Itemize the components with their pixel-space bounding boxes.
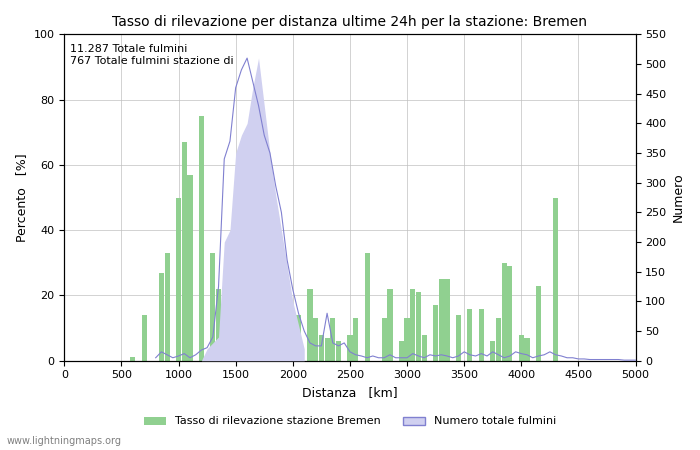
Bar (233, 335, 238, 361)
Text: www.lightningmaps.org: www.lightningmaps.org (7, 436, 122, 446)
Bar (130, 357, 135, 361)
Bar (421, 335, 427, 361)
Bar (439, 279, 444, 361)
Bar (519, 335, 524, 361)
Bar (353, 318, 358, 361)
Title: Tasso di rilevazione per distanza ultime 24h per la stazione: Bremen: Tasso di rilevazione per distanza ultime… (113, 15, 587, 29)
Bar (244, 318, 250, 361)
X-axis label: Distanza   [km]: Distanza [km] (302, 386, 398, 399)
Bar (536, 286, 541, 361)
Bar (433, 305, 438, 361)
Bar (468, 309, 472, 361)
Bar (553, 198, 558, 361)
Bar (228, 338, 232, 361)
Bar (250, 322, 255, 361)
Bar (284, 338, 290, 361)
Bar (347, 335, 353, 361)
Bar (164, 253, 169, 361)
Bar (216, 289, 221, 361)
Bar (296, 315, 301, 361)
Bar (313, 318, 319, 361)
Bar (336, 341, 341, 361)
Legend: Tasso di rilevazione stazione Bremen, Numero totale fulmini: Tasso di rilevazione stazione Bremen, Nu… (139, 412, 561, 431)
Bar (502, 263, 507, 361)
Bar (490, 341, 496, 361)
Bar (387, 289, 393, 361)
Bar (496, 318, 501, 361)
Bar (330, 318, 335, 361)
Bar (307, 289, 312, 361)
Bar (222, 328, 227, 361)
Bar (410, 289, 415, 361)
Bar (399, 341, 404, 361)
Bar (182, 142, 187, 361)
Bar (199, 116, 204, 361)
Bar (508, 266, 512, 361)
Bar (239, 338, 244, 361)
Bar (141, 315, 147, 361)
Bar (159, 273, 164, 361)
Bar (279, 341, 284, 361)
Bar (318, 335, 324, 361)
Bar (210, 253, 216, 361)
Bar (444, 279, 449, 361)
Y-axis label: Numero: Numero (672, 173, 685, 222)
Bar (382, 318, 387, 361)
Bar (188, 175, 193, 361)
Y-axis label: Percento   [%]: Percento [%] (15, 153, 28, 242)
Bar (405, 318, 409, 361)
Text: 11.287 Totale fulmini
767 Totale fulmini stazione di: 11.287 Totale fulmini 767 Totale fulmini… (70, 44, 234, 66)
Bar (325, 338, 330, 361)
Bar (524, 338, 530, 361)
Bar (176, 198, 181, 361)
Bar (479, 309, 484, 361)
Bar (416, 292, 421, 361)
Bar (456, 315, 461, 361)
Bar (365, 253, 370, 361)
